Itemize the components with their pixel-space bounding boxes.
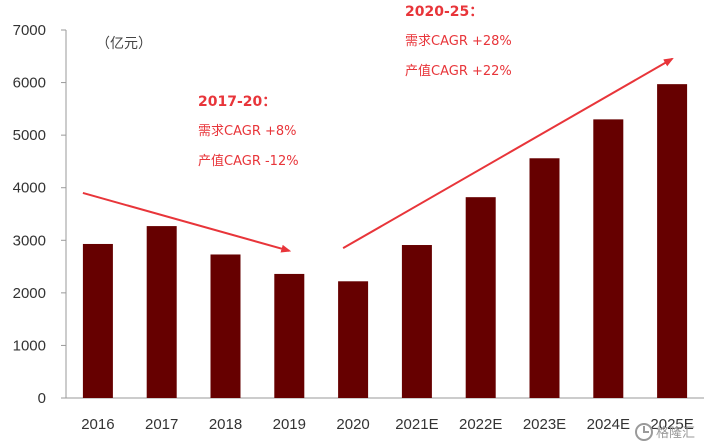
x-tick-label: 2022E [459,416,502,433]
bars-layer [82,84,688,399]
x-tick-label: 2020 [336,416,369,433]
x-tick-label: 2018 [209,416,242,433]
y-axis-unit-label: （亿元） [96,36,152,52]
annotation-text: 产值CAGR -12% [198,153,299,169]
bar-2023E [529,158,560,398]
y-tick-label: 3000 [13,232,46,249]
x-tick-label: 2019 [273,416,306,433]
x-tick-label: 2025E [650,416,693,433]
y-tick-label: 0 [38,390,46,407]
bar-2024E [593,119,624,398]
trend-arrow [342,57,674,250]
y-tick-label: 1000 [13,337,46,354]
bar-2022E [465,197,496,398]
bar-2016 [82,243,113,398]
bar-2019 [274,273,305,398]
annotation-2: 2020-25： 需求CAGR +28% 产值CAGR +22% [342,4,674,250]
y-tick-label: 2000 [13,285,46,302]
annotation-text: 产值CAGR +22% [405,63,512,79]
x-tick-label: 2016 [81,416,114,433]
bar-2021E [401,245,432,398]
y-tick-label: 4000 [13,180,46,197]
x-tick-label: 2023E [523,416,566,433]
x-tick-labels: 2016 2017 2018 2019 2020 2021E 2022E 2023E 2024E… [81,416,694,433]
annotations-layer: 2017-20： 需求CAGR +8% 产值CAGR -12% 2020-25： 需求C… [82,4,674,253]
x-tick-label: 2021E [395,416,438,433]
y-tick-labels: 0 1000 2000 3000 4000 5000 6000 7000 [13,22,66,407]
watermark: 格隆汇 [635,423,695,441]
x-tick-label: 2017 [145,416,178,433]
annotation-heading: 2020-25： [405,4,483,20]
y-tick-label: 7000 [13,22,46,39]
bar-2017 [146,226,177,398]
gelonghui-logo-icon [635,423,653,441]
annotation-text: 需求CAGR +8% [198,124,297,139]
bar-2020 [338,281,369,398]
annotation-1: 2017-20： 需求CAGR +8% 产值CAGR -12% [82,94,299,253]
bar-2018 [210,254,241,398]
watermark-text: 格隆汇 [656,425,695,441]
y-tick-label: 5000 [13,127,46,144]
bar-2025E [657,84,688,399]
trend-arrow [82,192,292,253]
y-tick-label: 6000 [13,75,46,92]
annotation-heading: 2017-20： [198,94,276,110]
annotation-text: 需求CAGR +28% [405,34,512,49]
x-tick-label: 2024E [587,416,630,433]
